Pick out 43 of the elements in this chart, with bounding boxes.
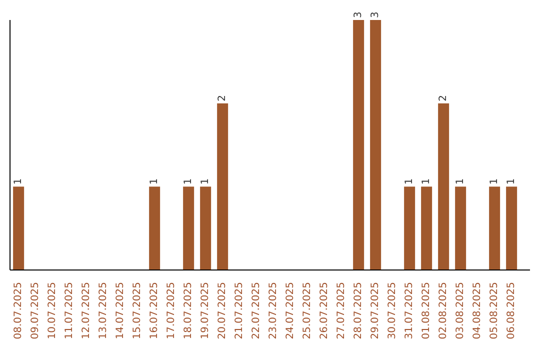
x-tick-label: 13.07.2025: [98, 282, 110, 340]
x-tick-label: 11.07.2025: [64, 282, 76, 340]
x-tick-label: 14.07.2025: [115, 282, 126, 340]
x-tick-label: 23.07.2025: [268, 282, 280, 340]
x-tick-label: 04.08.2025: [472, 282, 483, 340]
data-label: 3: [370, 12, 382, 18]
data-label: 1: [455, 178, 466, 185]
x-tick-label: 06.08.2025: [506, 282, 517, 340]
x-tick-label: 20.07.2025: [217, 282, 228, 340]
x-tick-label: 24.07.2025: [285, 282, 296, 340]
x-tick-label: 31.07.2025: [404, 282, 415, 340]
data-label: 1: [404, 178, 416, 185]
data-label: 3: [353, 12, 364, 18]
data-label: 2: [438, 94, 450, 102]
x-tick-label: 09.07.2025: [30, 282, 42, 340]
x-tick-label: 10.07.2025: [47, 282, 58, 340]
x-tick-label: 05.08.2025: [489, 282, 500, 340]
x-tick-label: 22.07.2025: [251, 282, 262, 340]
x-tick-label: 29.07.2025: [370, 282, 382, 340]
x-tick-label: 19.07.2025: [200, 282, 212, 340]
data-label: 1: [489, 178, 500, 185]
x-tick-label: 28.07.2025: [353, 282, 364, 340]
x-tick-label: 26.07.2025: [319, 282, 330, 340]
data-label: 1: [506, 178, 518, 185]
x-tick-label: 15.07.2025: [132, 282, 144, 340]
x-tick-label: 27.07.2025: [336, 282, 348, 340]
data-label: 2: [217, 94, 228, 102]
x-tick-label: 02.08.2025: [438, 282, 449, 340]
data-label: 1: [200, 178, 212, 185]
data-label: 1: [149, 178, 160, 185]
data-label: 1: [183, 178, 194, 185]
x-tick-label: 30.07.2025: [387, 282, 398, 340]
x-tick-label: 08.07.2025: [13, 282, 24, 340]
x-tick-label: 21.07.2025: [234, 282, 246, 340]
x-tick-label: 16.07.2025: [149, 282, 160, 340]
x-tick-label: 12.07.2025: [81, 282, 92, 340]
x-tick-label: 01.08.2025: [421, 282, 432, 340]
x-tick-label: 03.08.2025: [455, 282, 466, 340]
x-tick-label: 17.07.2025: [166, 282, 178, 340]
x-tick-label: 18.07.2025: [183, 282, 194, 340]
x-tick-label: 25.07.2025: [302, 282, 314, 340]
data-label: 1: [13, 178, 24, 185]
data-label: 1: [421, 178, 432, 185]
